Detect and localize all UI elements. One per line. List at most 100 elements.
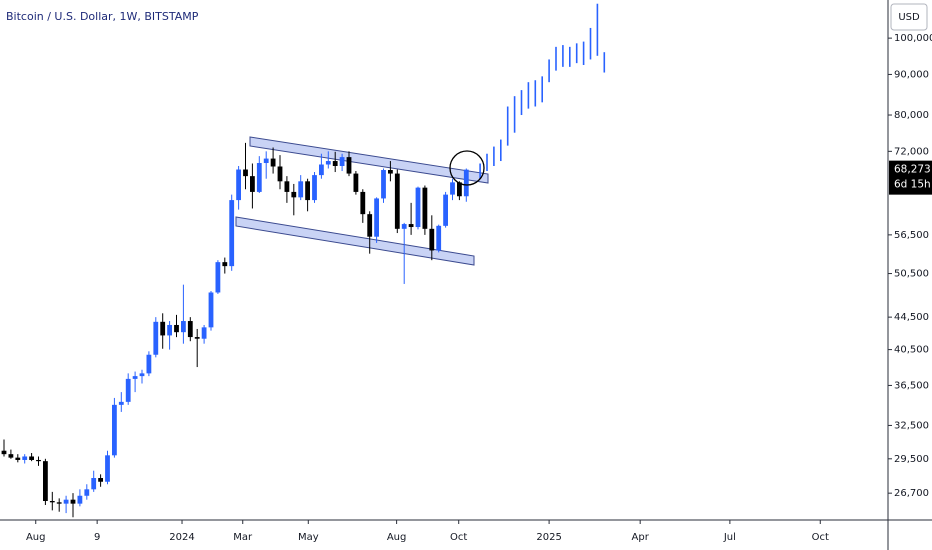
- candle-body: [443, 194, 448, 226]
- y-tick-label: 100,000: [894, 33, 932, 44]
- candle-body: [250, 176, 255, 192]
- candle-body: [229, 200, 235, 267]
- y-tick-label: 44,500: [894, 312, 929, 323]
- candle-body: [270, 158, 276, 167]
- candle-body: [208, 292, 214, 328]
- candle-body: [153, 321, 159, 355]
- x-tick-label: Oct: [450, 532, 467, 543]
- candle-body: [98, 478, 103, 482]
- candle-body: [91, 478, 97, 490]
- candle-body: [139, 373, 145, 377]
- highlight-circle: [449, 150, 485, 186]
- price-tag-label: 68,273: [894, 164, 931, 176]
- candle-body: [463, 169, 469, 197]
- x-tick-label: Aug: [26, 532, 46, 543]
- candle-body: [312, 175, 317, 201]
- candle-body: [49, 501, 55, 503]
- candle-body: [160, 321, 166, 336]
- y-tick-label: 80,000: [894, 110, 929, 121]
- candle-body: [77, 495, 83, 504]
- x-tick-label: Oct: [812, 532, 829, 543]
- candle-body: [332, 161, 338, 166]
- y-tick-label: 32,500: [894, 420, 929, 431]
- candle-body: [388, 170, 393, 174]
- y-tick-label: 90,000: [894, 69, 929, 80]
- candle-body: [422, 187, 428, 229]
- candle-body: [29, 456, 34, 460]
- y-tick-label: 40,500: [894, 345, 929, 356]
- candle-body: [284, 181, 290, 192]
- candle-body: [105, 455, 110, 482]
- candle-body: [450, 182, 455, 195]
- candle-body: [346, 157, 352, 174]
- candle-body: [339, 157, 345, 166]
- candle-body: [408, 224, 414, 228]
- candle-body: [394, 173, 400, 229]
- candle-body: [194, 337, 200, 339]
- y-tick-label: 29,500: [894, 454, 929, 465]
- candle-body: [167, 324, 172, 336]
- candle-body: [381, 170, 386, 199]
- candle-body: [125, 378, 131, 402]
- candle-body: [15, 457, 21, 460]
- candle-body: [305, 181, 310, 201]
- x-tick-label: 2024: [169, 532, 194, 543]
- channel-lower-band: [235, 216, 475, 266]
- countdown: 6d 15h: [894, 179, 931, 191]
- candle-body: [174, 324, 179, 333]
- candle-body: [291, 191, 297, 198]
- candle-body: [360, 191, 366, 215]
- candle-body: [56, 502, 62, 504]
- currency-button[interactable]: [890, 3, 928, 31]
- currency-label: USD: [898, 12, 920, 23]
- candle-body: [215, 262, 221, 293]
- candle-body: [256, 163, 262, 192]
- x-tick-label: Mar: [233, 532, 253, 543]
- candle-body: [236, 169, 241, 201]
- candle-body: [319, 164, 324, 176]
- y-tick-label: 36,500: [894, 380, 929, 391]
- candle-body: [298, 181, 304, 198]
- candle-body: [457, 182, 462, 197]
- channel: [235, 136, 489, 266]
- candle-body: [374, 198, 379, 237]
- x-tick-label: Apr: [632, 532, 650, 543]
- candle-body: [187, 321, 193, 338]
- x-tick-label: May: [298, 532, 319, 543]
- candle-body: [436, 225, 442, 251]
- y-tick-label: 26,700: [894, 488, 929, 499]
- y-tick-label: 72,000: [894, 146, 929, 157]
- candle-body: [222, 262, 228, 267]
- x-tick-label: Jul: [723, 532, 736, 543]
- x-tick-label: Aug: [387, 532, 407, 543]
- candle-body: [277, 166, 283, 182]
- y-tick-label: 56,500: [894, 230, 929, 241]
- x-tick-label: 2025: [536, 532, 561, 543]
- candle-body: [43, 461, 48, 502]
- candle-body: [63, 499, 69, 504]
- candle-body: [112, 404, 117, 456]
- candle-body: [401, 224, 407, 229]
- candle-body: [367, 214, 373, 237]
- candle-body: [84, 489, 90, 496]
- candle-body: [8, 454, 14, 458]
- candle-body: [146, 354, 152, 374]
- candle-body: [118, 401, 124, 405]
- x-tick-label: 9: [94, 532, 100, 543]
- channel-upper-band: [249, 136, 489, 184]
- candle-body: [353, 173, 359, 192]
- plot-area: [1, 3, 606, 518]
- y-tick-label: 50,500: [894, 269, 929, 280]
- candle-body: [201, 327, 207, 339]
- price-tag: [889, 160, 932, 195]
- candle-body: [429, 228, 435, 251]
- chart-title: Bitcoin / U.S. Dollar, 1W, BITSTAMP: [6, 10, 199, 23]
- candle-body: [181, 321, 186, 333]
- candle-body: [263, 158, 269, 164]
- candle-body: [1, 450, 7, 455]
- candle-body: [22, 456, 28, 460]
- candle-body: [415, 187, 421, 228]
- candle-body: [243, 169, 248, 177]
